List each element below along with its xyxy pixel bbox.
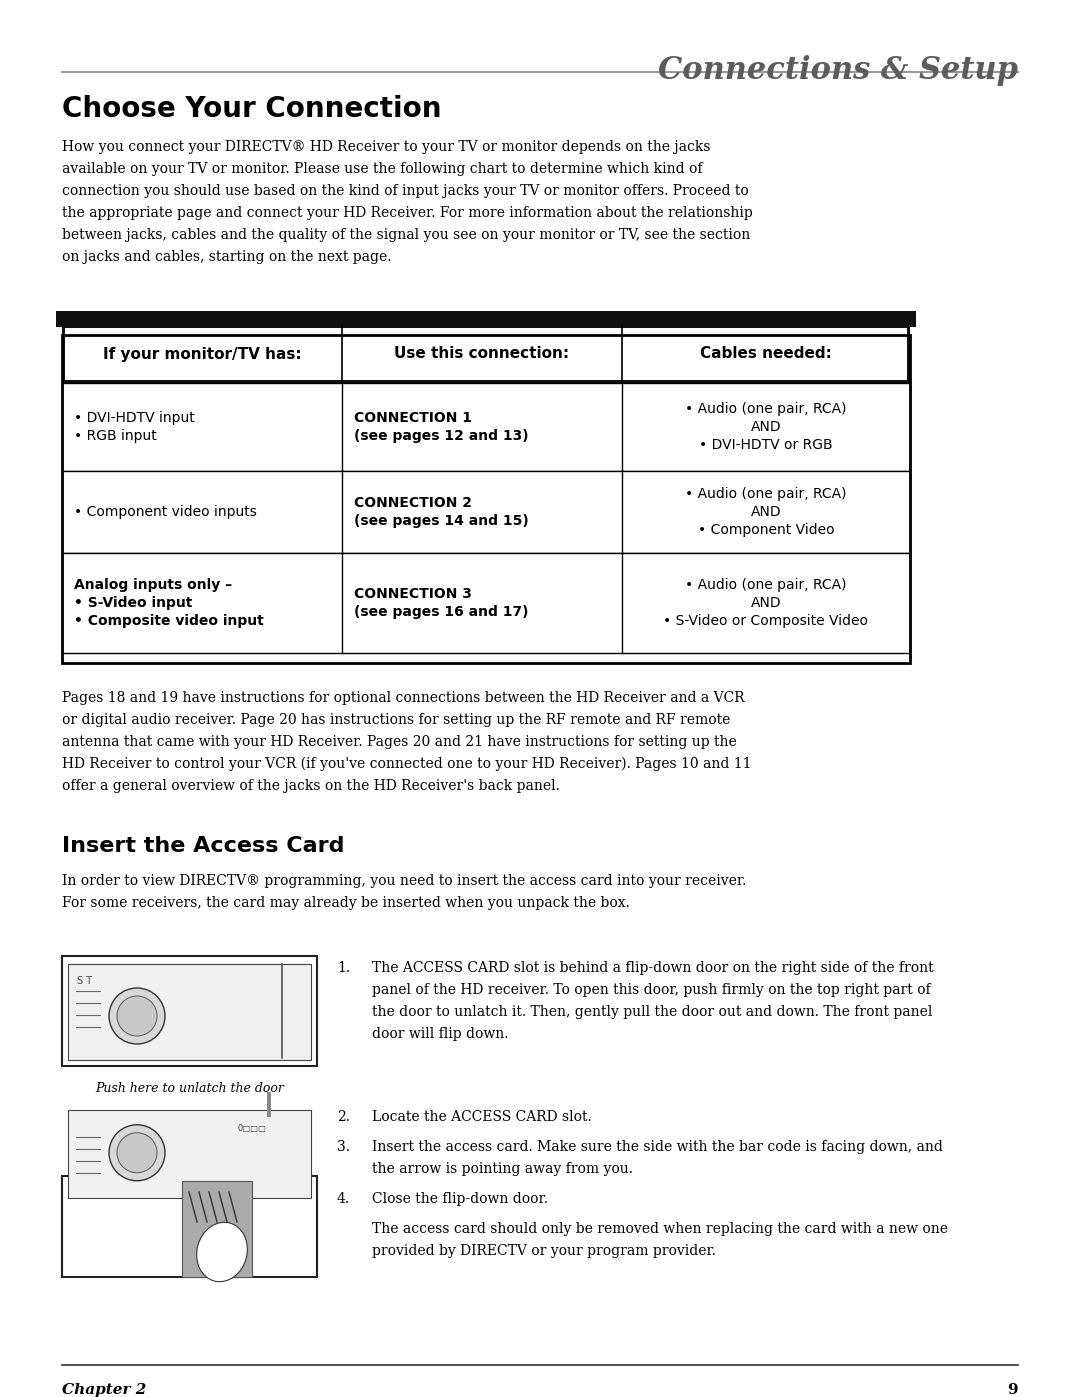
Text: available on your TV or monitor. Please use the following chart to determine whi: available on your TV or monitor. Please … xyxy=(62,162,702,176)
Text: • S-Video input: • S-Video input xyxy=(75,597,192,610)
Text: If your monitor/TV has:: If your monitor/TV has: xyxy=(103,346,301,362)
Text: In order to view DIRECTV® programming, you need to insert the access card into y: In order to view DIRECTV® programming, y… xyxy=(62,875,746,888)
Text: provided by DIRECTV or your program provider.: provided by DIRECTV or your program prov… xyxy=(372,1243,716,1259)
Bar xyxy=(65,328,907,380)
Text: Cables needed:: Cables needed: xyxy=(700,346,832,362)
Text: CONNECTION 1: CONNECTION 1 xyxy=(354,411,472,425)
Circle shape xyxy=(109,988,165,1044)
Text: connection you should use based on the kind of input jacks your TV or monitor of: connection you should use based on the k… xyxy=(62,184,748,198)
Text: Close the flip-down door.: Close the flip-down door. xyxy=(372,1192,548,1206)
Text: 4.: 4. xyxy=(337,1192,350,1206)
Text: • Component video inputs: • Component video inputs xyxy=(75,504,257,520)
Text: Pages 18 and 19 have instructions for optional connections between the HD Receiv: Pages 18 and 19 have instructions for op… xyxy=(62,692,744,705)
Circle shape xyxy=(109,1125,165,1180)
Text: Insert the Access Card: Insert the Access Card xyxy=(62,835,345,856)
Bar xyxy=(62,471,910,553)
Text: • Audio (one pair, RCA): • Audio (one pair, RCA) xyxy=(685,578,847,592)
Text: AND: AND xyxy=(751,597,781,610)
Text: the appropriate page and connect your HD Receiver. For more information about th: the appropriate page and connect your HD… xyxy=(62,205,753,219)
Text: 1.: 1. xyxy=(337,961,350,975)
Text: • Composite video input: • Composite video input xyxy=(75,615,264,629)
Text: the door to unlatch it. Then, gently pull the door out and down. The front panel: the door to unlatch it. Then, gently pul… xyxy=(372,1004,932,1018)
Text: AND: AND xyxy=(751,504,781,520)
Bar xyxy=(62,1175,318,1277)
Bar xyxy=(62,326,910,383)
Text: Locate the ACCESS CARD slot.: Locate the ACCESS CARD slot. xyxy=(372,1111,592,1125)
Text: • Audio (one pair, RCA): • Audio (one pair, RCA) xyxy=(685,488,847,502)
Text: Analog inputs only –: Analog inputs only – xyxy=(75,578,232,592)
Text: • DVI-HDTV input: • DVI-HDTV input xyxy=(75,411,194,425)
Text: on jacks and cables, starting on the next page.: on jacks and cables, starting on the nex… xyxy=(62,250,391,264)
Bar xyxy=(267,1092,271,1118)
Text: • S-Video or Composite Video: • S-Video or Composite Video xyxy=(663,615,868,629)
Bar xyxy=(62,383,910,471)
Bar xyxy=(62,553,910,652)
Text: panel of the HD receiver. To open this door, push firmly on the top right part o: panel of the HD receiver. To open this d… xyxy=(372,983,931,997)
Text: Insert the access card. Make sure the side with the bar code is facing down, and: Insert the access card. Make sure the si… xyxy=(372,1140,943,1154)
Text: • Component Video: • Component Video xyxy=(698,522,834,536)
Text: 3.: 3. xyxy=(337,1140,350,1154)
Text: S T: S T xyxy=(77,977,92,986)
Text: For some receivers, the card may already be inserted when you unpack the box.: For some receivers, the card may already… xyxy=(62,895,630,909)
Text: How you connect your DIRECTV® HD Receiver to your TV or monitor depends on the j: How you connect your DIRECTV® HD Receive… xyxy=(62,140,711,154)
Bar xyxy=(68,964,311,1060)
Text: 0□□□: 0□□□ xyxy=(237,1125,266,1133)
Text: antenna that came with your HD Receiver. Pages 20 and 21 have instructions for s: antenna that came with your HD Receiver.… xyxy=(62,735,737,749)
Bar xyxy=(62,956,318,1066)
Text: (see pages 16 and 17): (see pages 16 and 17) xyxy=(354,605,528,619)
Text: Use this connection:: Use this connection: xyxy=(394,346,569,362)
Text: Choose Your Connection: Choose Your Connection xyxy=(62,95,442,123)
Text: (see pages 14 and 15): (see pages 14 and 15) xyxy=(354,514,528,528)
Text: (see pages 12 and 13): (see pages 12 and 13) xyxy=(354,429,528,443)
Text: The access card should only be removed when replacing the card with a new one: The access card should only be removed w… xyxy=(372,1222,948,1236)
Text: • DVI-HDTV or RGB: • DVI-HDTV or RGB xyxy=(699,439,833,453)
Text: 2.: 2. xyxy=(337,1111,350,1125)
Text: HD Receiver to control your VCR (if you've connected one to your HD Receiver). P: HD Receiver to control your VCR (if you'… xyxy=(62,757,752,771)
Circle shape xyxy=(117,1133,157,1172)
Bar xyxy=(62,335,910,664)
Bar xyxy=(183,1180,252,1277)
Text: or digital audio receiver. Page 20 has instructions for setting up the RF remote: or digital audio receiver. Page 20 has i… xyxy=(62,712,730,726)
Text: the arrow is pointing away from you.: the arrow is pointing away from you. xyxy=(372,1162,633,1176)
Text: 9: 9 xyxy=(1008,1383,1018,1397)
Circle shape xyxy=(117,996,157,1037)
Ellipse shape xyxy=(197,1222,247,1281)
Text: CONNECTION 3: CONNECTION 3 xyxy=(354,587,472,601)
Text: CONNECTION 2: CONNECTION 2 xyxy=(354,496,472,510)
Text: Connections & Setup: Connections & Setup xyxy=(658,54,1018,87)
Text: offer a general overview of the jacks on the HD Receiver's back panel.: offer a general overview of the jacks on… xyxy=(62,780,559,793)
Text: door will flip down.: door will flip down. xyxy=(372,1027,509,1041)
Text: between jacks, cables and the quality of the signal you see on your monitor or T: between jacks, cables and the quality of… xyxy=(62,228,751,242)
Text: • RGB input: • RGB input xyxy=(75,429,157,443)
Text: • Audio (one pair, RCA): • Audio (one pair, RCA) xyxy=(685,402,847,416)
Bar xyxy=(56,312,916,327)
Text: The ACCESS CARD slot is behind a flip-down door on the right side of the front: The ACCESS CARD slot is behind a flip-do… xyxy=(372,961,933,975)
Text: Chapter 2: Chapter 2 xyxy=(62,1383,147,1397)
Text: AND: AND xyxy=(751,420,781,434)
Text: Push here to unlatch the door: Push here to unlatch the door xyxy=(95,1083,284,1095)
Bar xyxy=(68,1111,311,1197)
